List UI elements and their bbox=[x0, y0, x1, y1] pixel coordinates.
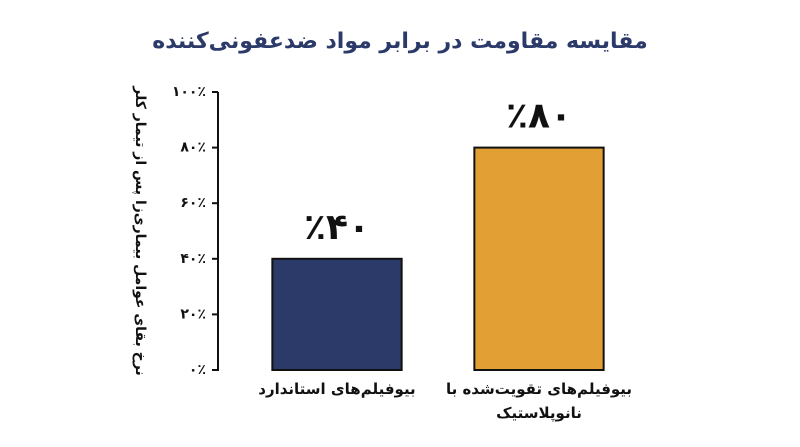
x-tick-label: بیوفیلم‌های تقویت‌شده با نانوپلاستیک bbox=[445, 380, 633, 422]
y-tick-label: ۰٪ bbox=[189, 362, 206, 378]
y-tick-label: ۴۰٪ bbox=[180, 251, 206, 267]
value-label: ٪۸۰ bbox=[506, 96, 572, 137]
chart-title: مقایسه مقاومت در برابر مواد ضدعفونی‌کنند… bbox=[152, 29, 648, 54]
x-tick-label: بیوفیلم‌های استاندارد bbox=[258, 380, 416, 398]
y-tick-label: ۸۰٪ bbox=[180, 140, 206, 156]
value-label: ٪۴۰ bbox=[304, 207, 370, 248]
bar bbox=[473, 146, 605, 371]
y-tick-label: ۲۰٪ bbox=[180, 306, 206, 322]
bar bbox=[271, 257, 403, 371]
y-tick-label: ۶۰٪ bbox=[180, 195, 206, 211]
y-axis-label: نرخ بقای عوامل بیماری‌زا پس از تیمار کلر bbox=[132, 85, 148, 375]
y-tick-label: ۱۰۰٪ bbox=[172, 84, 206, 100]
